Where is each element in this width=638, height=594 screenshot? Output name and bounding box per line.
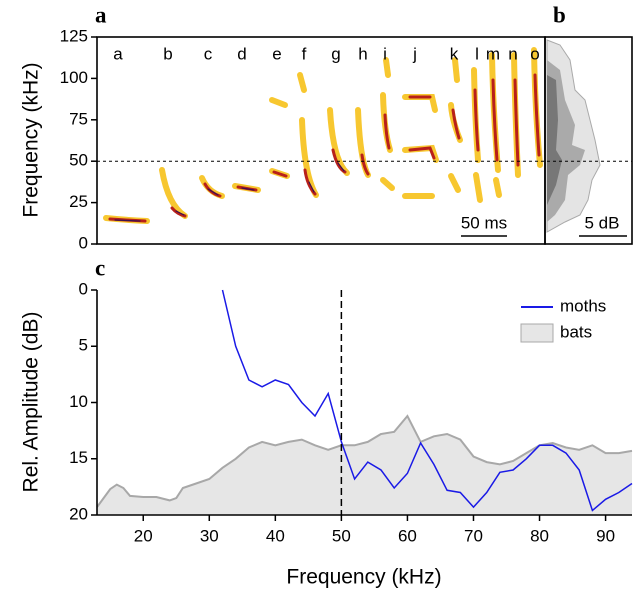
- x-tick-label: 80: [530, 526, 549, 545]
- call-label: b: [163, 44, 172, 63]
- y-tick-label: 20: [69, 504, 88, 523]
- x-tick-label: 50: [332, 526, 351, 545]
- y-axis-label: Rel. Amplitude (dB): [20, 312, 43, 493]
- call-label: a: [113, 44, 123, 63]
- call-label: n: [508, 44, 517, 63]
- y-tick-label: 125: [60, 26, 88, 45]
- panel-label: c: [95, 255, 105, 280]
- x-tick-label: 20: [134, 526, 153, 545]
- legend-label: bats: [560, 322, 592, 341]
- call-label: j: [412, 44, 417, 63]
- call-label: l: [475, 44, 479, 63]
- call-label: e: [272, 44, 281, 63]
- x-tick-label: 90: [596, 526, 615, 545]
- y-tick-label: 0: [79, 233, 88, 252]
- call-label: d: [237, 44, 246, 63]
- y-tick-label: 15: [69, 448, 88, 467]
- y-tick-label: 50: [69, 151, 88, 170]
- call-label: c: [204, 44, 213, 63]
- call-label: f: [302, 44, 307, 63]
- y-axis-label: Frequency (kHz): [20, 62, 43, 217]
- legend-label: moths: [560, 296, 606, 315]
- x-tick-label: 60: [398, 526, 417, 545]
- y-tick-label: 75: [69, 109, 88, 128]
- call-label: g: [331, 44, 340, 63]
- profile-shapes: [546, 39, 601, 233]
- call-label: m: [486, 44, 500, 63]
- y-tick-label: 10: [69, 392, 88, 411]
- y-tick-label: 5: [79, 336, 88, 355]
- x-tick-label: 30: [200, 526, 219, 545]
- x-axis-label: Frequency (kHz): [286, 566, 441, 589]
- x-tick-label: 70: [464, 526, 483, 545]
- call-label: k: [450, 44, 459, 63]
- x-tick-label: 40: [266, 526, 285, 545]
- y-tick-label: 100: [60, 68, 88, 87]
- call-label: h: [358, 44, 367, 63]
- spectrogram-traces: [103, 47, 543, 224]
- line: [221, 289, 633, 512]
- panel-label: b: [553, 2, 566, 27]
- call-label: i: [383, 44, 387, 63]
- panel-label: a: [95, 2, 107, 27]
- legend-swatch: [520, 323, 554, 343]
- y-tick-label: 25: [69, 192, 88, 211]
- call-label: o: [530, 44, 539, 63]
- scale-bar-label: 5 dB: [585, 213, 620, 232]
- scale-bar-label: 50 ms: [461, 213, 507, 232]
- panel-b-frame: [544, 36, 633, 245]
- y-tick-label: 0: [79, 279, 88, 298]
